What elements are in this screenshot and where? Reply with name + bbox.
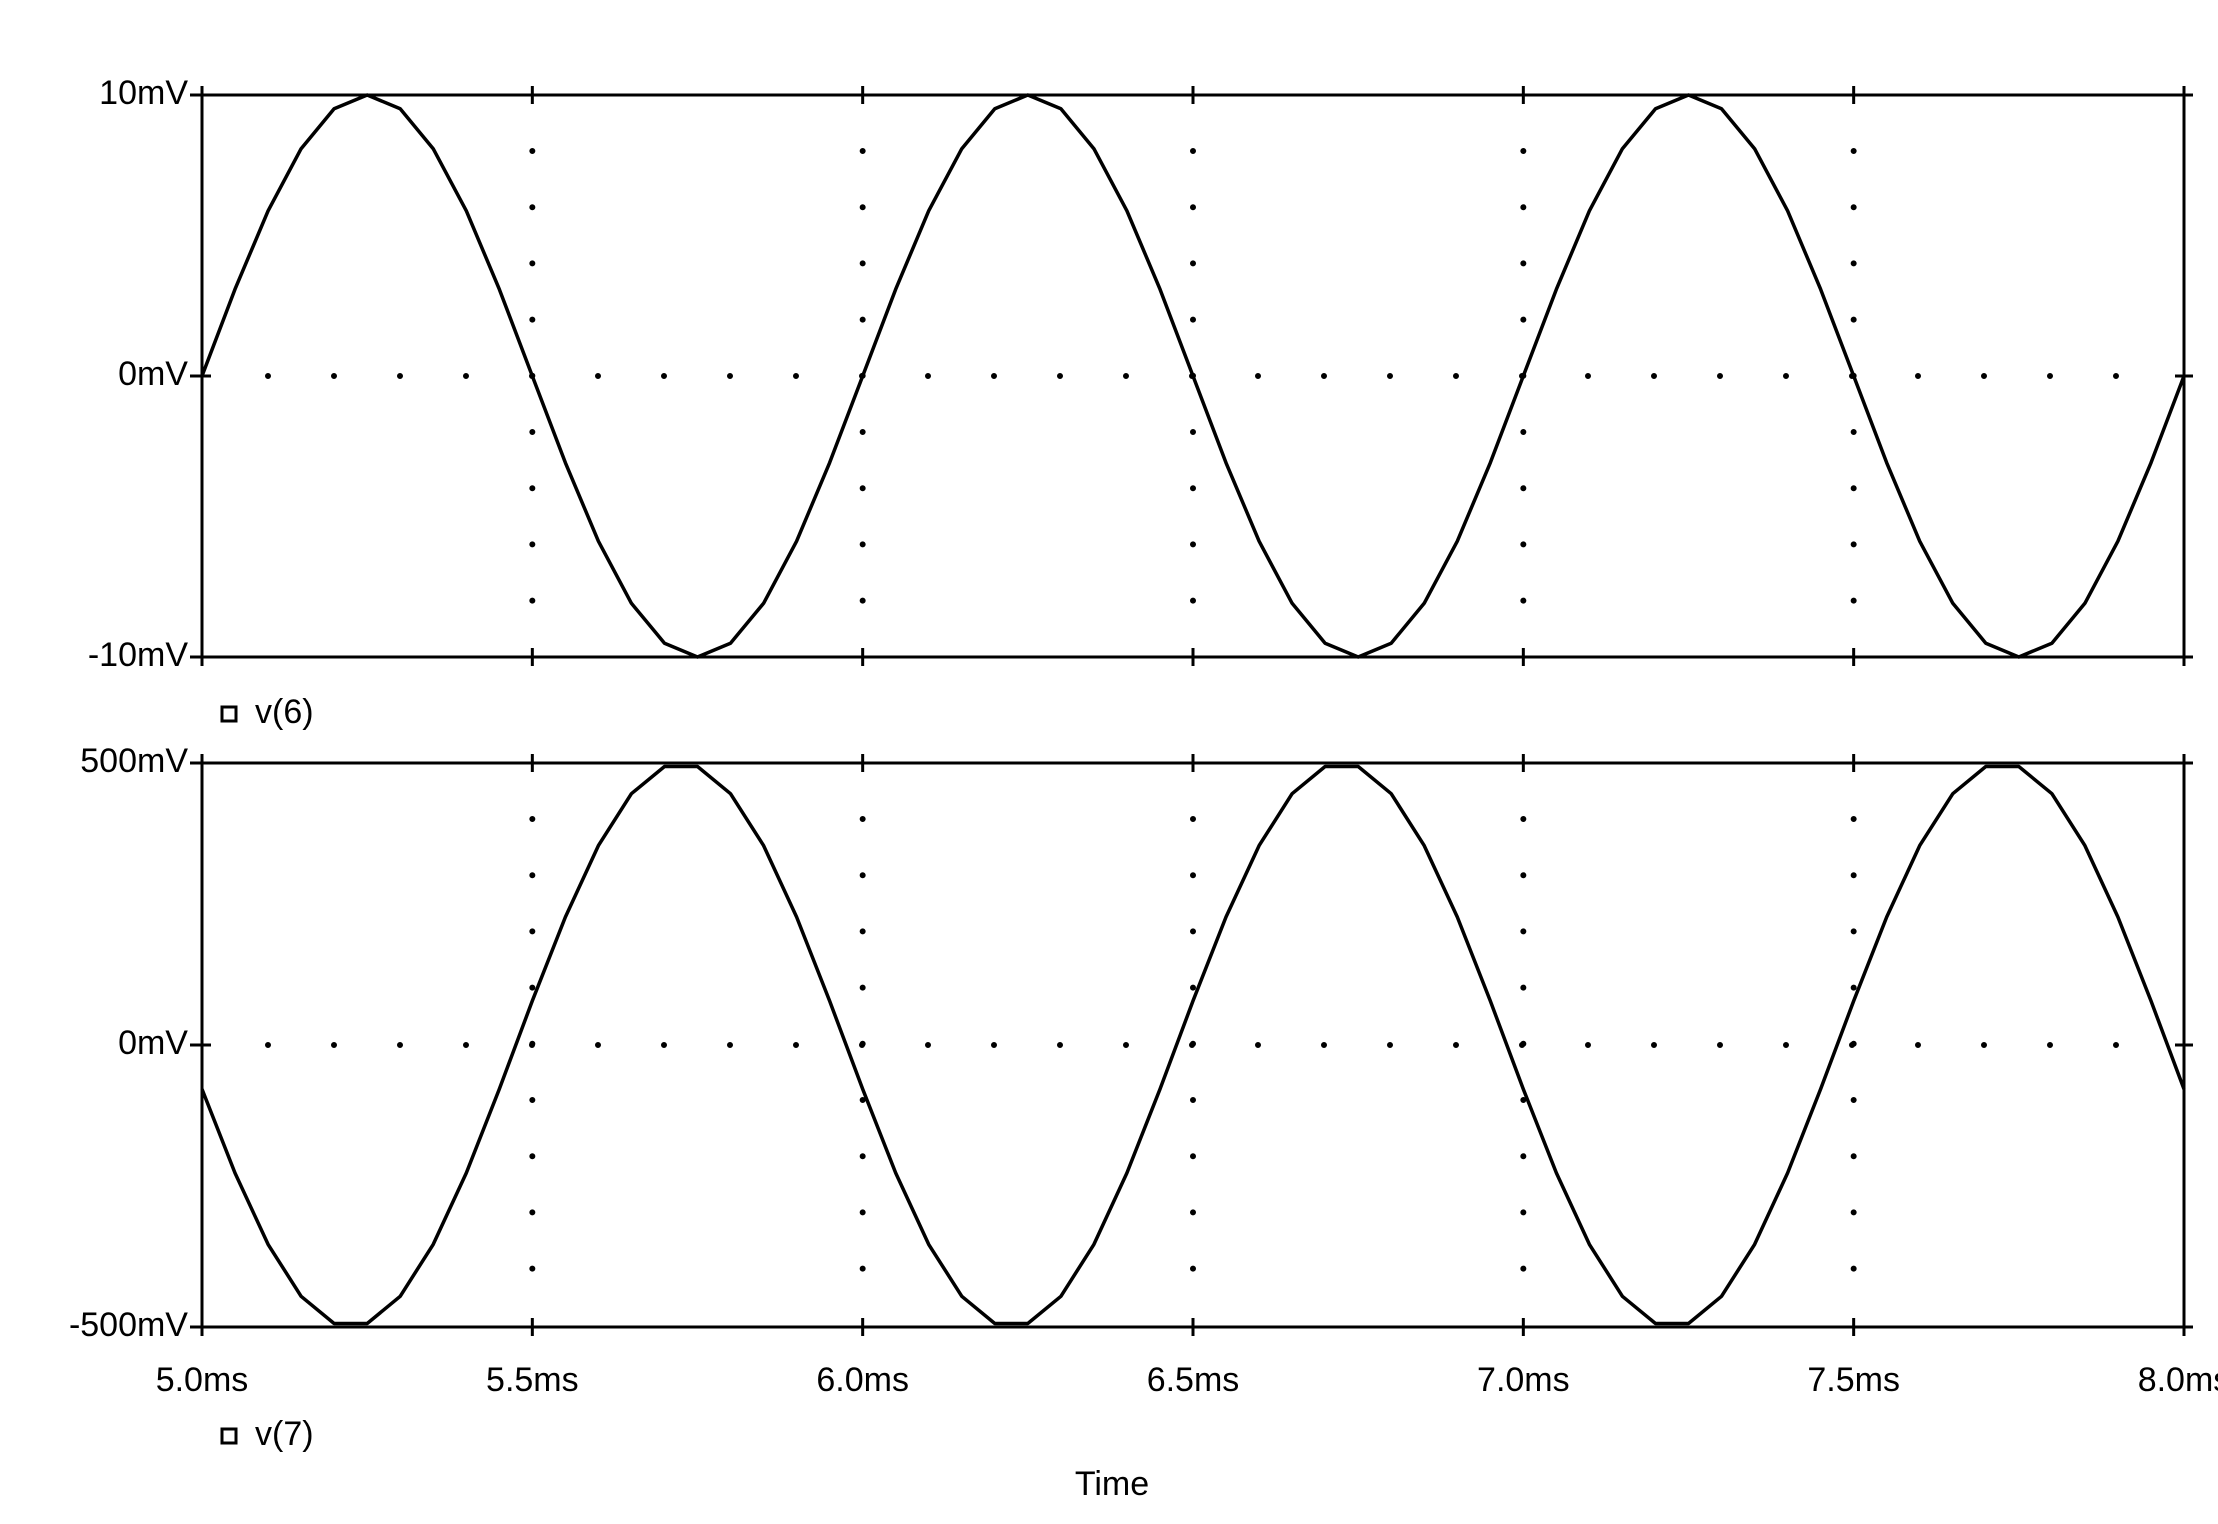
x-tick-label: 8.0ms: [2138, 1361, 2218, 1399]
y-tick-label: 0mV: [118, 1024, 188, 1062]
x-tick-label: 5.0ms: [156, 1361, 249, 1399]
x-tick-label: 7.5ms: [1807, 1361, 1900, 1399]
legend-marker: [220, 1427, 238, 1445]
legend-label: v(6): [255, 693, 314, 731]
series-line: [200, 93, 2186, 659]
y-tick-label: 10mV: [99, 74, 188, 112]
y-tick-label: -500mV: [69, 1306, 188, 1344]
x-tick-label: 6.0ms: [816, 1361, 909, 1399]
x-tick-label: 6.5ms: [1147, 1361, 1240, 1399]
series-line: [200, 764, 2186, 1326]
legend-label: v(7): [255, 1415, 314, 1453]
x-tick-label: 7.0ms: [1477, 1361, 1570, 1399]
x-tick-label: 5.5ms: [486, 1361, 579, 1399]
y-tick-label: 500mV: [80, 742, 188, 780]
y-tick-label: -10mV: [88, 636, 188, 674]
x-axis-label: Time: [1075, 1465, 1149, 1503]
legend-marker: [220, 705, 238, 723]
y-tick-label: 0mV: [118, 355, 188, 393]
